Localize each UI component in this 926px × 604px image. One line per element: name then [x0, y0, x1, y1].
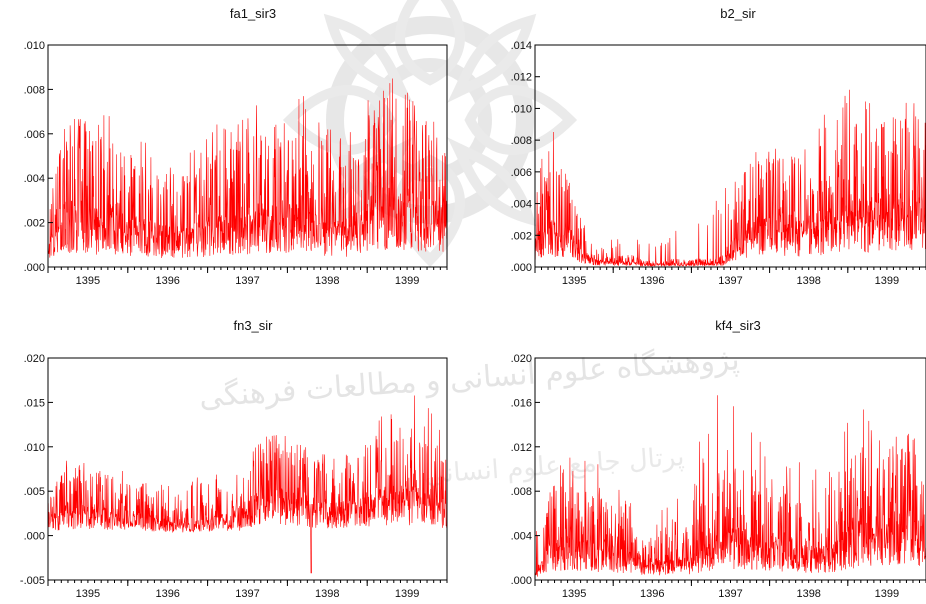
y-tick-label: .002 [24, 218, 45, 230]
y-tick-label: .010 [24, 40, 45, 52]
y-tick-label: .010 [511, 103, 532, 115]
chart-panel-3: fn3_sir -.005 .000 .005 .010 .015 .020 1395 1396… [20, 318, 448, 600]
y-tick-label: .012 [511, 442, 532, 454]
y-tick-label: .008 [24, 84, 45, 96]
series-line [534, 395, 926, 579]
x-tick-label: 1395 [76, 275, 100, 287]
series-line [47, 78, 448, 258]
watermark: پژوهشگاه علوم انسانی و مطالعات فرهنگی پر… [198, 0, 741, 490]
y-tick-label: .000 [24, 262, 45, 274]
x-tick-label: 1396 [640, 275, 664, 287]
series-line [47, 395, 448, 574]
y-tick-label: .020 [24, 353, 45, 365]
y-tick-label: .000 [511, 262, 532, 274]
y-tick-label: .000 [511, 575, 532, 587]
y-tick-label: .020 [511, 353, 532, 365]
x-tick-label: 1398 [796, 588, 820, 600]
y-tick-label: .015 [24, 397, 45, 409]
x-tick-label: 1399 [395, 275, 419, 287]
chart-panel-2: b2_sir .000 .002 .004 .006 .008 .010 .012 .014 13… [511, 6, 926, 287]
watermark-line-1: پژوهشگاه علوم انسانی و مطالعات فرهنگی [198, 342, 741, 415]
y-tick-label: .004 [511, 531, 532, 543]
x-tick-label: 1395 [562, 588, 586, 600]
watermark-line-2: پرتال جامع علوم انسانی [424, 442, 686, 490]
x-tick-label: 1396 [155, 588, 179, 600]
y-tick-label: -.005 [20, 575, 45, 587]
x-tick-label: 1397 [718, 275, 742, 287]
y-tick-label: .008 [511, 486, 532, 498]
y-tick-label: .006 [511, 167, 532, 179]
x-tick-label: 1398 [315, 275, 339, 287]
y-tick-label: .010 [24, 442, 45, 454]
chart-title: fn3_sir [233, 318, 273, 333]
x-tick-label: 1395 [76, 588, 100, 600]
y-tick-label: .004 [24, 173, 45, 185]
y-tick-label: .012 [511, 72, 532, 84]
x-tick-label: 1399 [395, 588, 419, 600]
y-tick-label: .005 [24, 486, 45, 498]
y-tick-label: .002 [511, 230, 532, 242]
chart-title: kf4_sir3 [715, 318, 761, 333]
y-tick-label: .008 [511, 135, 532, 147]
x-tick-label: 1397 [235, 275, 259, 287]
x-tick-label: 1398 [796, 275, 820, 287]
y-tick-label: .000 [24, 531, 45, 543]
x-tick-label: 1399 [875, 588, 899, 600]
series-line [534, 89, 926, 268]
x-tick-label: 1397 [235, 588, 259, 600]
y-tick-label: .014 [511, 40, 532, 52]
x-tick-label: 1396 [155, 275, 179, 287]
x-tick-label: 1399 [875, 275, 899, 287]
x-tick-label: 1397 [718, 588, 742, 600]
y-tick-label: .016 [511, 397, 532, 409]
x-tick-label: 1395 [562, 275, 586, 287]
y-tick-label: .006 [24, 129, 45, 141]
x-tick-label: 1398 [315, 588, 339, 600]
x-tick-label: 1396 [640, 588, 664, 600]
plot-frame [534, 44, 926, 268]
y-tick-label: .004 [511, 199, 532, 211]
chart-title: fa1_sir3 [230, 6, 276, 21]
chart-title: b2_sir [720, 6, 756, 21]
chart-panel-1: fa1_sir3 .000 .002 .004 .006 .008 .010 1395 1396… [24, 6, 448, 287]
chart-panel-4: kf4_sir3 .000 .004 .008 .012 .016 .020 1395 1396… [511, 318, 926, 600]
